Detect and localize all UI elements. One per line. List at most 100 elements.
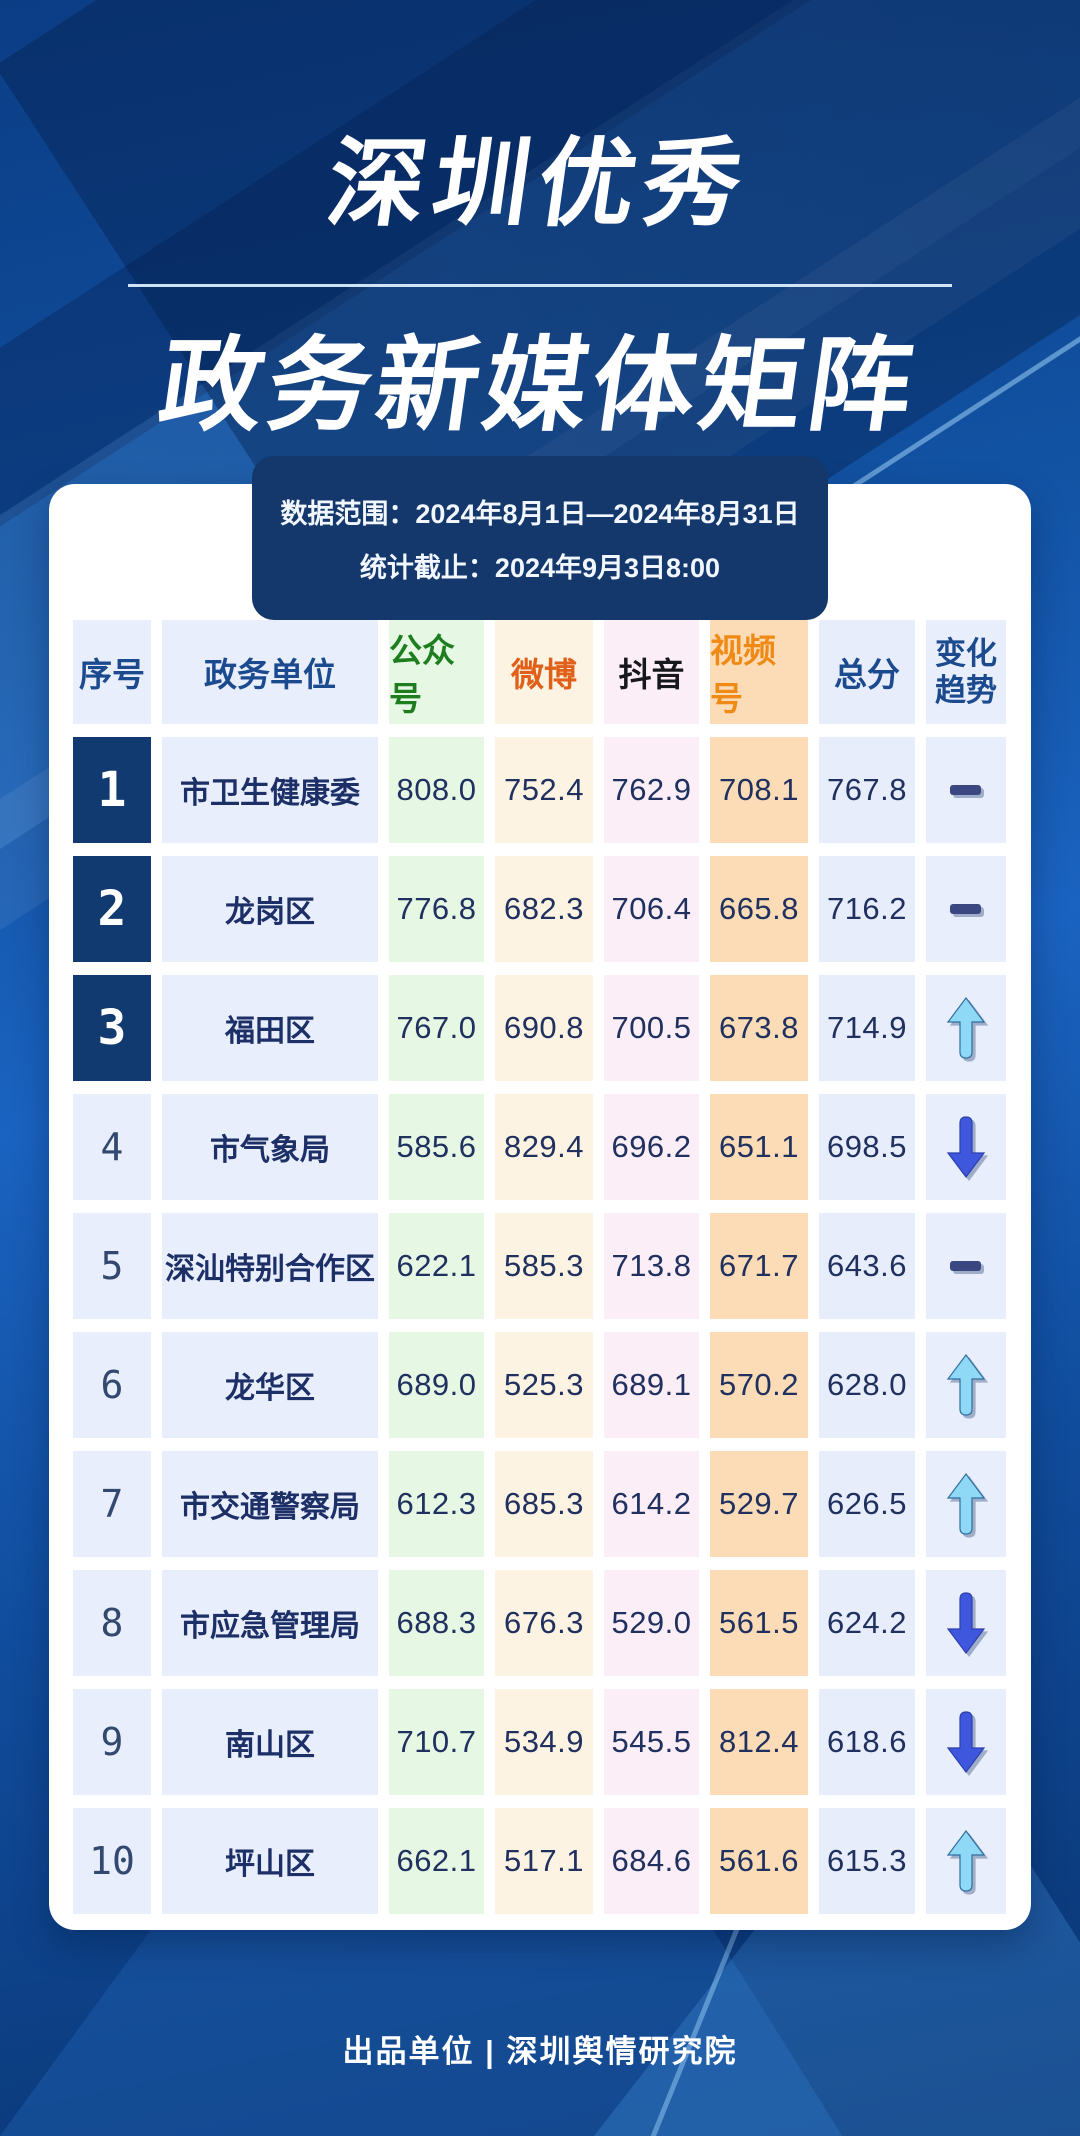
score-douyin-cell: 713.8 (604, 1213, 699, 1319)
score-shipinhao-cell: 570.2 (710, 1332, 808, 1438)
score-weibo-cell: 690.8 (495, 975, 593, 1081)
down-arrow-icon (946, 1711, 986, 1773)
score-total-cell: 716.2 (819, 856, 915, 962)
rank-cell: 5 (73, 1213, 151, 1319)
rank-cell: 10 (73, 1808, 151, 1914)
score-total-cell: 628.0 (819, 1332, 915, 1438)
score-gongzhonghao-cell: 808.0 (389, 737, 484, 843)
trend-cell (926, 975, 1006, 1081)
rank-cell: 7 (73, 1451, 151, 1557)
up-arrow-icon (946, 1830, 986, 1892)
title-divider (128, 284, 952, 287)
up-arrow-icon (946, 1473, 986, 1535)
title-line2-text: 政务新媒体矩阵 (152, 328, 925, 443)
score-shipinhao-cell: 671.7 (710, 1213, 808, 1319)
score-gongzhonghao-cell: 767.0 (389, 975, 484, 1081)
rank-cell: 3 (73, 975, 151, 1081)
score-total-cell: 626.5 (819, 1451, 915, 1557)
date-range-box: 数据范围：2024年8月1日—2024年8月31日 统计截止：2024年9月3日… (252, 456, 828, 620)
stats-deadline-text: 统计截止：2024年9月3日8:00 (359, 552, 721, 583)
score-weibo-cell: 676.3 (495, 1570, 593, 1676)
column-header-trend: 变化趋势 (926, 620, 1006, 724)
trend-cell (926, 1213, 1006, 1319)
ranking-card: 序号 政务单位 公众号 微博 抖音 视频号 总分 变化趋势 1 市卫生健康委 808… (49, 484, 1031, 1930)
score-douyin-cell: 614.2 (604, 1451, 699, 1557)
score-douyin-cell: 529.0 (604, 1570, 699, 1676)
rank-cell: 6 (73, 1332, 151, 1438)
score-douyin-cell: 689.1 (604, 1332, 699, 1438)
column-header-weibo: 微博 (495, 620, 593, 724)
score-total-cell: 615.3 (819, 1808, 915, 1914)
score-gongzhonghao-cell: 585.6 (389, 1094, 484, 1200)
score-gongzhonghao-cell: 689.0 (389, 1332, 484, 1438)
score-douyin-cell: 696.2 (604, 1094, 699, 1200)
column-header-douyin: 抖音 (604, 620, 699, 724)
column-header-shipinhao: 视频号 (710, 620, 808, 724)
down-arrow-icon (946, 1116, 986, 1178)
score-total-cell: 624.2 (819, 1570, 915, 1676)
score-weibo-cell: 685.3 (495, 1451, 593, 1557)
score-weibo-cell: 682.3 (495, 856, 593, 962)
trend-cell (926, 1332, 1006, 1438)
down-arrow-icon (946, 1592, 986, 1654)
up-arrow-icon (946, 1354, 986, 1416)
up-arrow-icon (946, 997, 986, 1059)
score-weibo-cell: 534.9 (495, 1689, 593, 1795)
rank-cell: 2 (73, 856, 151, 962)
unit-cell: 福田区 (162, 975, 378, 1081)
score-shipinhao-cell: 561.5 (710, 1570, 808, 1676)
trend-cell (926, 1570, 1006, 1676)
score-shipinhao-cell: 561.6 (710, 1808, 808, 1914)
dash-icon (950, 785, 981, 795)
unit-cell: 深汕特别合作区 (162, 1213, 378, 1319)
unit-cell: 市卫生健康委 (162, 737, 378, 843)
score-shipinhao-cell: 708.1 (710, 737, 808, 843)
trend-cell (926, 1094, 1006, 1200)
score-weibo-cell: 752.4 (495, 737, 593, 843)
score-shipinhao-cell: 665.8 (710, 856, 808, 962)
trend-cell (926, 856, 1006, 962)
column-header-gongzhonghao: 公众号 (389, 620, 484, 724)
score-shipinhao-cell: 529.7 (710, 1451, 808, 1557)
score-douyin-cell: 762.9 (604, 737, 699, 843)
score-total-cell: 767.8 (819, 737, 915, 843)
title-line2: 政务新媒体矩阵 (0, 302, 1080, 451)
score-total-cell: 643.6 (819, 1213, 915, 1319)
ranking-table: 序号 政务单位 公众号 微博 抖音 视频号 总分 变化趋势 1 市卫生健康委 808… (73, 620, 1006, 1914)
unit-cell: 坪山区 (162, 1808, 378, 1914)
trend-cell (926, 1689, 1006, 1795)
rank-cell: 9 (73, 1689, 151, 1795)
dash-icon (950, 904, 981, 914)
score-weibo-cell: 525.3 (495, 1332, 593, 1438)
rank-cell: 4 (73, 1094, 151, 1200)
unit-cell: 龙岗区 (162, 856, 378, 962)
score-gongzhonghao-cell: 688.3 (389, 1570, 484, 1676)
score-douyin-cell: 684.6 (604, 1808, 699, 1914)
unit-cell: 市气象局 (162, 1094, 378, 1200)
score-total-cell: 698.5 (819, 1094, 915, 1200)
score-gongzhonghao-cell: 710.7 (389, 1689, 484, 1795)
column-header-unit: 政务单位 (162, 620, 378, 724)
title-line1: 深圳优秀 (0, 104, 1080, 245)
rank-cell: 1 (73, 737, 151, 843)
score-weibo-cell: 585.3 (495, 1213, 593, 1319)
score-shipinhao-cell: 651.1 (710, 1094, 808, 1200)
score-gongzhonghao-cell: 622.1 (389, 1213, 484, 1319)
score-gongzhonghao-cell: 662.1 (389, 1808, 484, 1914)
unit-cell: 市交通警察局 (162, 1451, 378, 1557)
score-shipinhao-cell: 812.4 (710, 1689, 808, 1795)
rank-cell: 8 (73, 1570, 151, 1676)
score-total-cell: 618.6 (819, 1689, 915, 1795)
trend-cell (926, 1808, 1006, 1914)
score-douyin-cell: 545.5 (604, 1689, 699, 1795)
trend-cell (926, 1451, 1006, 1557)
score-total-cell: 714.9 (819, 975, 915, 1081)
score-shipinhao-cell: 673.8 (710, 975, 808, 1081)
trend-cell (926, 737, 1006, 843)
unit-cell: 龙华区 (162, 1332, 378, 1438)
title-line1-text: 深圳优秀 (321, 129, 757, 238)
date-range-text: 数据范围：2024年8月1日—2024年8月31日 (280, 498, 800, 529)
dash-icon (950, 1261, 981, 1271)
score-gongzhonghao-cell: 612.3 (389, 1451, 484, 1557)
column-header-total: 总分 (819, 620, 915, 724)
